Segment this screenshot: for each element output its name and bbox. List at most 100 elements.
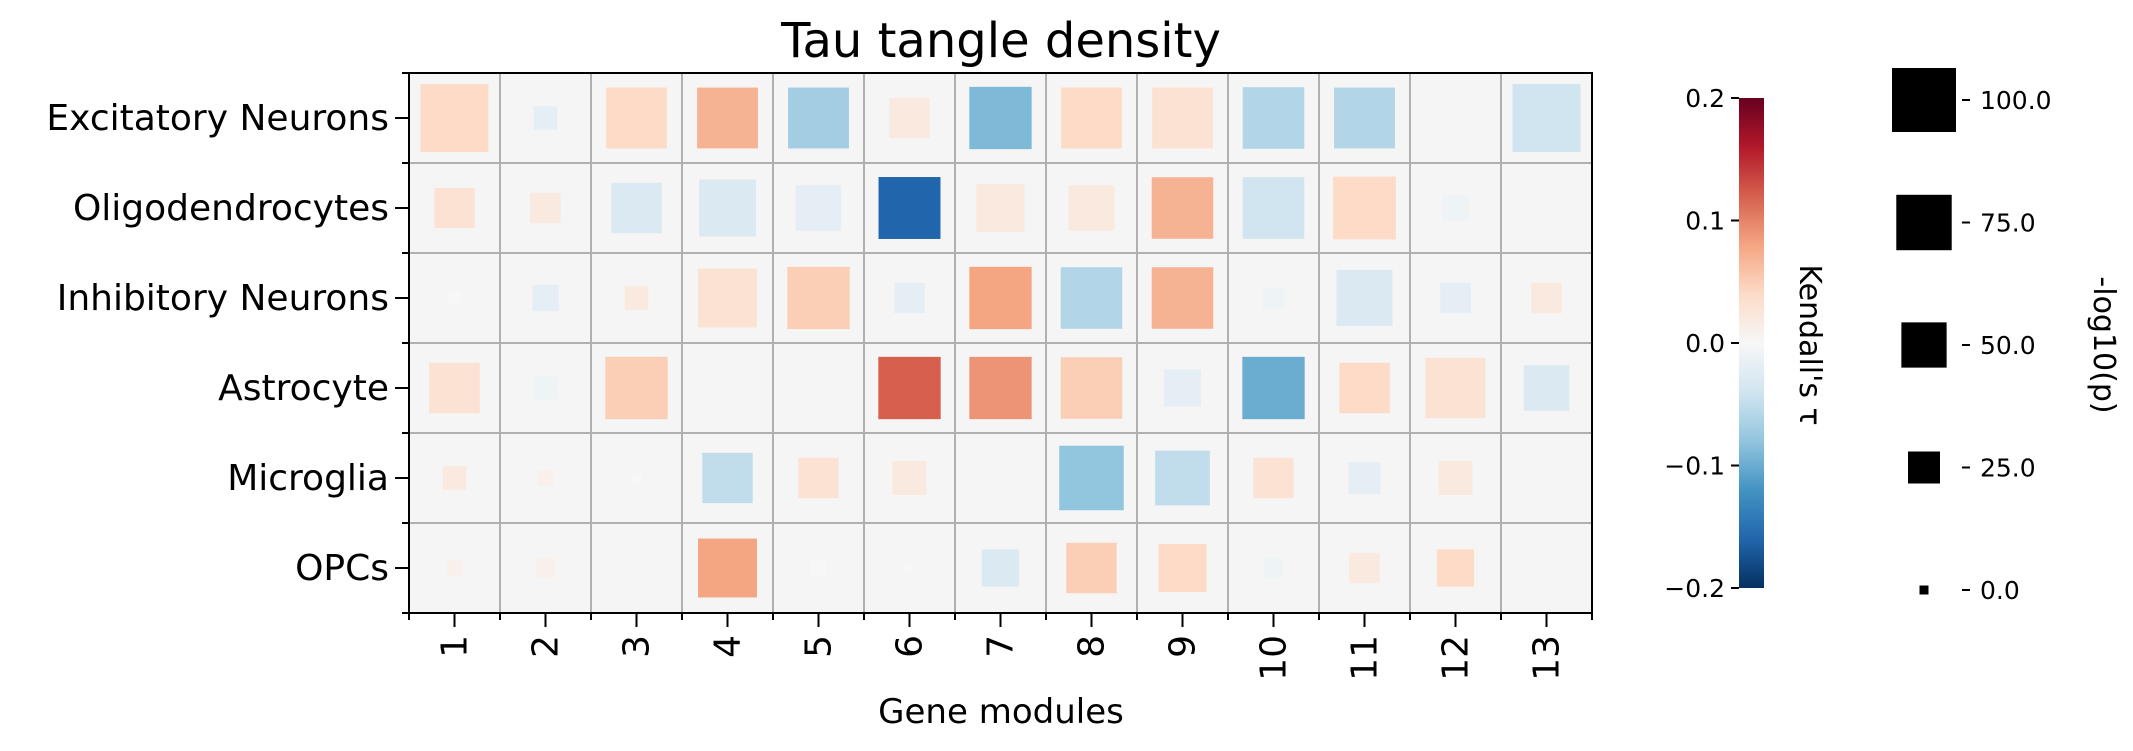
column-label: 6 [890, 635, 931, 658]
heatmap-cell [892, 461, 927, 495]
heatmap-cells [420, 84, 1581, 598]
row-label: Excitatory Neurons [46, 98, 389, 139]
heatmap-cell [1436, 549, 1475, 587]
column-label: 8 [1072, 635, 1113, 658]
heatmap-cell [624, 286, 649, 310]
heatmap-cell [699, 179, 756, 237]
column-label: 12 [1436, 635, 1477, 681]
heatmap-cell [1066, 542, 1117, 594]
heatmap-cell [889, 97, 930, 139]
heatmap-cell [1523, 365, 1570, 411]
heatmap-cell [698, 538, 757, 598]
heatmap-cell [605, 356, 668, 420]
size-legend-tick-label: 75.0 [1980, 209, 2036, 238]
colorbar-tick-label: 0.0 [1685, 329, 1725, 358]
heatmap-cell [1061, 87, 1122, 149]
heatmap-cell [537, 470, 554, 486]
heatmap-cell [1068, 185, 1115, 231]
heatmap-cell [969, 356, 1032, 420]
size-legend-tick-label: 100.0 [1980, 86, 2052, 115]
heatmap-cell [1336, 269, 1393, 327]
size-legend-tick-label: 50.0 [1980, 331, 2036, 360]
heatmap-cell [533, 376, 558, 400]
heatmap-cell [894, 282, 925, 314]
heatmap-cell [810, 560, 827, 576]
row-label: OPCs [295, 548, 389, 589]
row-label: Oligodendrocytes [73, 188, 389, 229]
heatmap-cell [1163, 369, 1202, 407]
heatmap-cell [442, 466, 467, 490]
heatmap-cell [1158, 543, 1207, 593]
heatmap-cell [1512, 84, 1581, 152]
heatmap-cell [795, 185, 842, 231]
heatmap-cell [434, 187, 475, 229]
heatmap-cell [1531, 282, 1562, 314]
x-axis-label: Gene modules [878, 692, 1124, 732]
column-label: 4 [708, 635, 749, 658]
heatmap-cell [787, 266, 850, 330]
heatmap-grid [402, 72, 1593, 620]
colorbar-tick-label: 0.2 [1685, 84, 1725, 113]
heatmap-cell [702, 452, 753, 504]
heatmap-cell [1339, 362, 1390, 414]
size-legend-marker [1896, 194, 1952, 251]
heatmap-cell [1242, 87, 1305, 149]
heatmap-cell [698, 268, 757, 328]
colorbar-tick-label: 0.1 [1685, 207, 1725, 236]
heatmap-cell [606, 87, 667, 149]
heatmap-cell [1253, 457, 1294, 499]
heatmap-cell [1262, 287, 1285, 309]
heatmap-cell [533, 106, 558, 130]
row-label: Inhibitory Neurons [57, 278, 389, 319]
heatmap-cell [969, 86, 1032, 150]
heatmap-cell [631, 473, 642, 483]
heatmap-cell [448, 292, 461, 304]
size-legend-marker [1919, 585, 1929, 595]
heatmap-cell [969, 266, 1032, 330]
size-legend-tick-label: 0.0 [1980, 576, 2020, 605]
column-label: 11 [1345, 635, 1386, 681]
heatmap-cell [1440, 282, 1471, 314]
column-label: 1 [435, 635, 476, 658]
heatmap-cell [446, 560, 463, 576]
heatmap-cell [1060, 357, 1123, 419]
heatmap-cell [1155, 450, 1210, 506]
column-label: 7 [981, 635, 1022, 658]
heatmap-cell [420, 84, 489, 152]
column-label: 2 [526, 635, 567, 658]
column-label: 9 [1163, 635, 1204, 658]
size-legend-tick-label: 25.0 [1980, 454, 2036, 483]
heatmap-cell [906, 564, 913, 572]
chart-title: Tau tangle density [780, 13, 1221, 69]
heatmap-cell [1334, 87, 1395, 149]
heatmap-cell [1438, 461, 1473, 495]
row-label: Astrocyte [218, 368, 389, 409]
colorbar [1739, 98, 1764, 588]
heatmap-cell [878, 177, 941, 239]
size-legend-marker [1901, 322, 1947, 368]
heatmap-cell [1442, 194, 1469, 222]
heatmap-cell [611, 182, 662, 234]
heatmap-cell [532, 284, 559, 312]
heatmap-cell [1333, 176, 1396, 240]
column-label: 3 [617, 635, 658, 658]
size-legend: 100.0 75.0 50.0 25.0 0.0 [1892, 68, 2052, 605]
heatmap-cell [798, 457, 839, 499]
heatmap-cell [1059, 445, 1124, 511]
heatmap-cell [1425, 357, 1486, 419]
heatmap-cell [530, 192, 561, 224]
colorbar-label: Kendall's τ [1792, 264, 1827, 425]
heatmap-cell [1060, 267, 1123, 329]
heatmap-cell [1263, 558, 1284, 578]
heatmap-cell [1151, 177, 1214, 239]
heatmap-cell [1242, 177, 1305, 239]
heatmap-cell [1242, 356, 1305, 420]
heatmap-cell [1348, 462, 1381, 494]
heatmap-cell [535, 558, 556, 578]
heatmap-cell [1349, 552, 1380, 584]
heatmap-cell [788, 87, 849, 149]
heatmap-cell [1152, 87, 1213, 149]
row-label: Microglia [227, 458, 389, 499]
heatmap-cell [429, 362, 480, 414]
